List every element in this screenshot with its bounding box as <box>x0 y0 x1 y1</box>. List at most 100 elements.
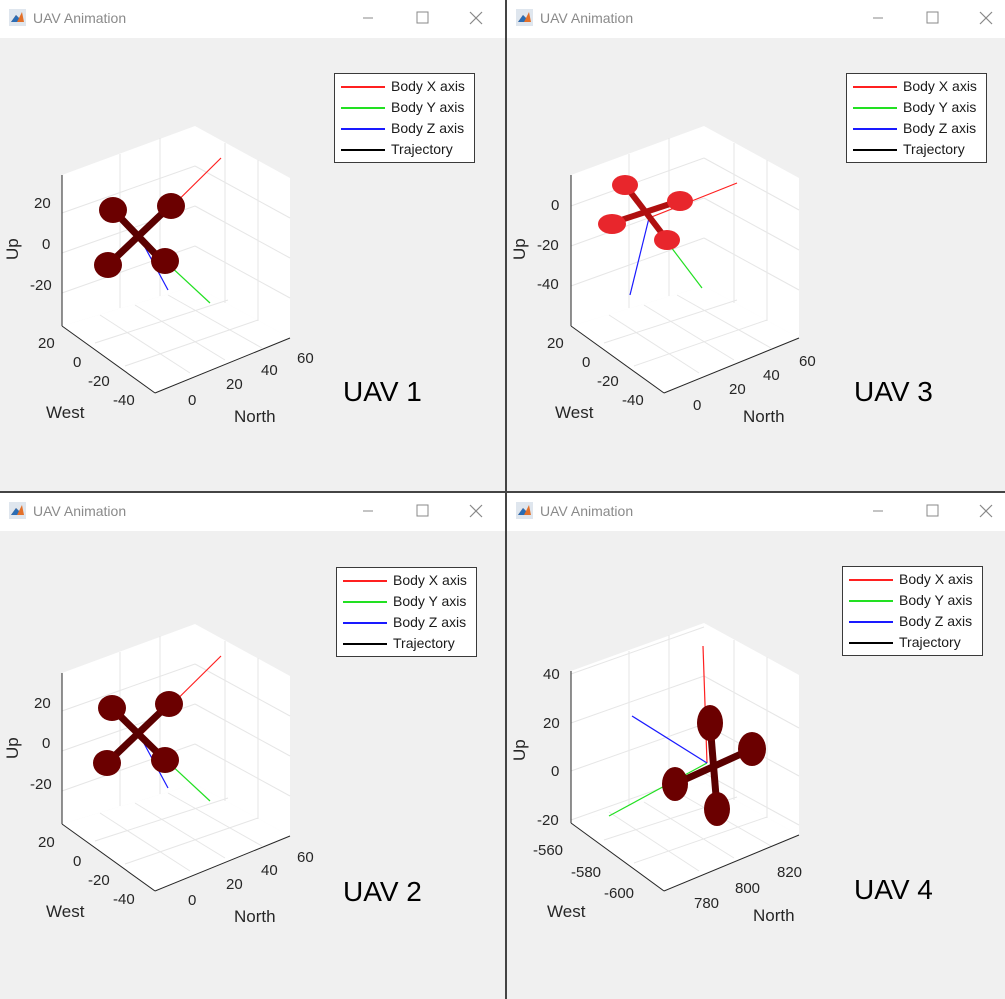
close-button[interactable] <box>462 4 490 32</box>
legend-entry-trajectory: Trajectory <box>849 632 979 653</box>
uav-label: UAV 4 <box>854 874 933 905</box>
close-icon <box>979 11 993 25</box>
window-divider-vertical <box>505 0 507 999</box>
uav-3d-plot[interactable]: 20 0 -20 20 0 -20 -40 0 20 40 60 Up West… <box>0 531 505 999</box>
title-bar[interactable]: UAV Animation <box>0 493 505 531</box>
west-tick: 0 <box>73 354 81 371</box>
axis-lines <box>61 175 291 394</box>
window-title: UAV Animation <box>33 10 127 26</box>
west-tick: -40 <box>113 891 135 908</box>
up-tick: 0 <box>551 197 559 214</box>
axis-lines <box>61 673 291 892</box>
north-tick: 40 <box>261 862 278 879</box>
floor-plane <box>571 286 799 393</box>
minimize-button[interactable] <box>354 497 382 525</box>
up-axis-label: Up <box>510 739 529 761</box>
uav-animation-window-1: UAV Animation <box>0 0 505 491</box>
close-icon <box>469 11 483 25</box>
floor-plane <box>571 783 799 891</box>
uav-3d-plot[interactable]: 40 20 0 -20 -560 -580 -600 780 800 820 U… <box>507 531 1005 999</box>
rotor <box>98 695 126 721</box>
uav-animation-window-4: UAV Animation <box>507 493 1005 999</box>
north-tick: 60 <box>297 849 314 866</box>
west-tick: -40 <box>622 392 644 409</box>
rotor <box>94 252 122 278</box>
minimize-icon <box>873 510 883 512</box>
west-axis-label: West <box>555 403 594 422</box>
north-tick: 40 <box>261 362 278 379</box>
body-y-axis-line <box>608 762 708 817</box>
up-tick: 0 <box>551 763 559 780</box>
maximize-button[interactable] <box>408 497 436 525</box>
title-bar[interactable]: UAV Animation <box>507 0 1005 38</box>
uav-body <box>93 655 222 802</box>
uav-body <box>94 157 222 304</box>
north-axis-label: North <box>234 407 276 426</box>
arm <box>105 203 173 268</box>
west-tick: 20 <box>38 834 55 851</box>
legend-entry-body-z: Body Z axis <box>343 612 473 633</box>
west-tick: -40 <box>113 392 135 409</box>
title-bar[interactable]: UAV Animation <box>507 493 1005 531</box>
west-axis-label: West <box>46 902 85 921</box>
minimize-button[interactable] <box>864 4 892 32</box>
uav-label: UAV 2 <box>343 876 422 907</box>
title-bar[interactable]: UAV Animation <box>0 0 505 38</box>
close-button[interactable] <box>972 4 1000 32</box>
rotor <box>151 248 179 274</box>
legend-entry-body-y: Body Y axis <box>853 97 983 118</box>
maximize-button[interactable] <box>408 4 436 32</box>
legend-entry-body-y: Body Y axis <box>343 591 473 612</box>
legend-entry-trajectory: Trajectory <box>341 139 471 160</box>
legend[interactable]: Body X axis Body Y axis Body Z axis Traj… <box>846 73 987 163</box>
north-tick: 60 <box>297 350 314 367</box>
legend[interactable]: Body X axis Body Y axis Body Z axis Traj… <box>842 566 983 656</box>
minimize-icon <box>363 510 373 512</box>
maximize-button[interactable] <box>918 4 946 32</box>
up-axis-label: Up <box>3 238 22 260</box>
uav-3d-plot[interactable]: 20 0 -20 20 0 -20 -40 0 20 40 60 Up West… <box>0 38 505 491</box>
up-tick: -20 <box>30 277 52 294</box>
west-tick: -580 <box>571 864 601 881</box>
up-tick: -40 <box>537 276 559 293</box>
minimize-button[interactable] <box>864 497 892 525</box>
legend[interactable]: Body X axis Body Y axis Body Z axis Traj… <box>336 567 477 657</box>
minimize-button[interactable] <box>354 4 382 32</box>
matlab-icon <box>9 502 26 519</box>
west-tick: 0 <box>73 853 81 870</box>
maximize-button[interactable] <box>918 497 946 525</box>
axis-lines <box>570 671 800 892</box>
matlab-icon <box>516 9 533 26</box>
north-tick: 0 <box>188 392 196 409</box>
floor-plane <box>62 784 290 891</box>
west-tick: 0 <box>582 354 590 371</box>
rotor <box>704 792 730 826</box>
west-axis-label: West <box>547 902 586 921</box>
floor-plane <box>62 286 290 393</box>
legend[interactable]: Body X axis Body Y axis Body Z axis Traj… <box>334 73 475 163</box>
west-tick: 20 <box>547 335 564 352</box>
legend-entry-body-z: Body Z axis <box>849 611 979 632</box>
west-tick: -20 <box>88 872 110 889</box>
west-tick: -20 <box>597 373 619 390</box>
back-wall-north <box>704 623 799 835</box>
uav-3d-plot[interactable]: 0 -20 -40 20 0 -20 -40 0 20 40 60 Up Wes… <box>507 38 1005 491</box>
north-tick: 780 <box>694 895 719 912</box>
west-tick: -560 <box>533 842 563 859</box>
back-wall-west <box>571 126 704 326</box>
close-button[interactable] <box>972 497 1000 525</box>
arm <box>104 701 172 766</box>
west-axis-label: West <box>46 403 85 422</box>
axis-lines <box>570 175 800 394</box>
minimize-icon <box>363 17 373 19</box>
north-tick: 20 <box>729 381 746 398</box>
legend-entry-body-y: Body Y axis <box>341 97 471 118</box>
body-z-axis-line <box>629 217 650 296</box>
close-button[interactable] <box>462 497 490 525</box>
maximize-icon <box>926 504 939 517</box>
up-axis-label: Up <box>3 737 22 759</box>
uav-animation-window-3: UAV Animation <box>507 0 1005 491</box>
up-tick: 0 <box>42 735 50 752</box>
rotor <box>151 747 179 773</box>
legend-entry-body-z: Body Z axis <box>853 118 983 139</box>
